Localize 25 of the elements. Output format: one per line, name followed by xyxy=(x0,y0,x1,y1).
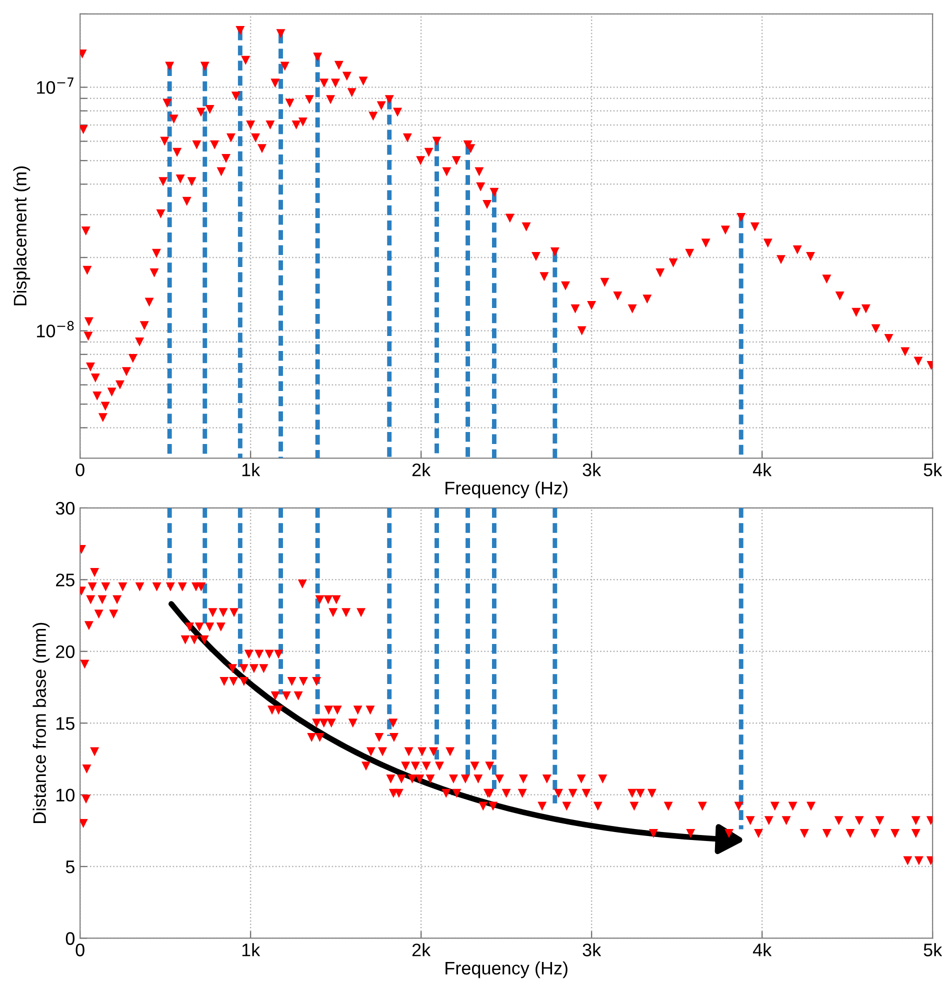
x-tick-label: 4k xyxy=(752,943,772,956)
x-axis-title: Frequency (Hz) xyxy=(446,961,568,978)
x-tick-label: 2k xyxy=(412,943,431,956)
y-axis-title: Distance from base (mm) xyxy=(32,622,50,823)
y-tick-label: 15 xyxy=(56,717,74,730)
y-tick-label: 0 xyxy=(66,932,75,945)
x-tick-label: 1k xyxy=(242,463,260,476)
y-tick-label: 30 xyxy=(56,502,75,515)
x-tick-label: 0 xyxy=(76,944,84,956)
y-tick-label: 5 xyxy=(66,860,74,874)
x-tick-label: 0 xyxy=(76,464,84,476)
y-axis-title: Displacement (m) xyxy=(13,166,30,306)
y-tick-label: 10$^{−8}$ xyxy=(37,320,74,338)
x-tick-label: 1k xyxy=(242,943,260,956)
x-tick-label: 5k xyxy=(924,943,942,956)
y-tick-label: 10$^{−7}$ xyxy=(37,78,74,94)
x-axis-title: Frequency (Hz) xyxy=(446,481,568,498)
y-tick-label: 25 xyxy=(56,574,74,586)
x-tick-label: 5k xyxy=(924,463,942,476)
x-tick-label: 4k xyxy=(752,463,772,476)
x-tick-label: 2k xyxy=(412,463,431,476)
y-tick-label: 20 xyxy=(56,645,75,658)
x-tick-label: 3k xyxy=(582,463,602,476)
y-tick-label: 10 xyxy=(56,788,75,802)
x-tick-label: 3k xyxy=(582,943,602,956)
